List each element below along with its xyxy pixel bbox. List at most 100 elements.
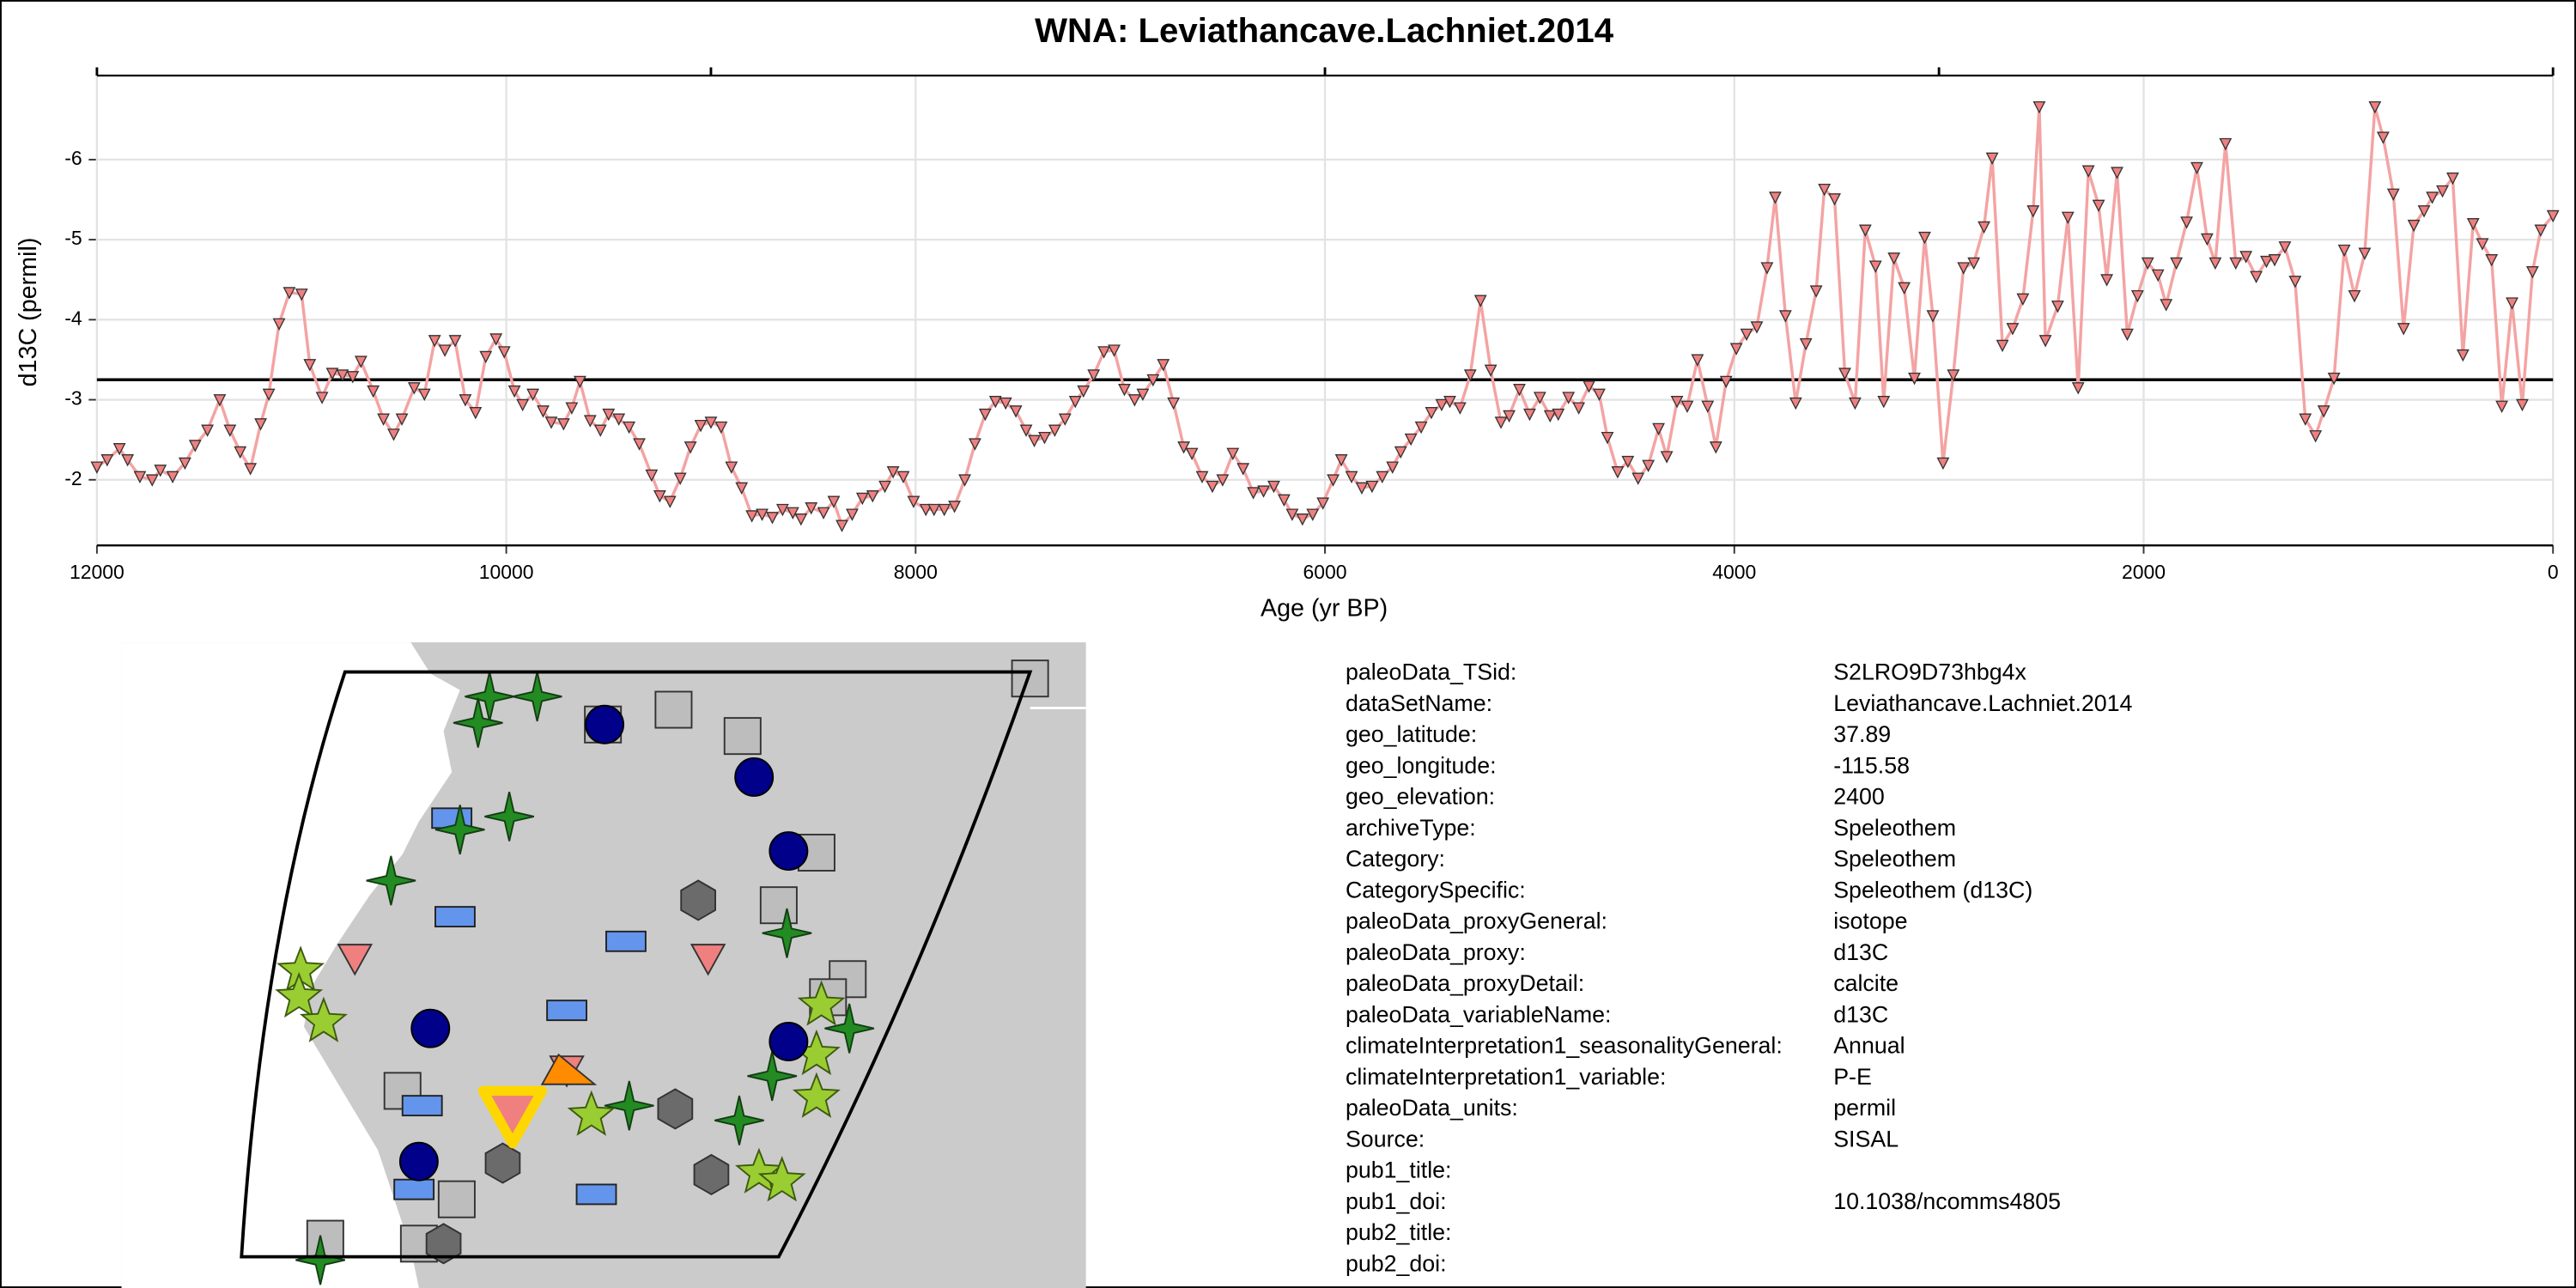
data-point	[2219, 137, 2233, 151]
data-point	[244, 463, 258, 476]
data-point	[2534, 224, 2548, 237]
data-point	[1601, 431, 1614, 445]
data-point	[1443, 396, 1456, 409]
data-point	[1296, 513, 1309, 526]
data-point	[794, 513, 808, 526]
data-point	[2386, 188, 2400, 201]
meta-label: pub1_doi:	[1346, 1188, 1447, 1214]
data-point	[1887, 252, 1901, 265]
meta-label: archiveType:	[1346, 815, 1476, 841]
data-point	[1660, 451, 1674, 464]
data-point	[988, 396, 1002, 409]
data-point	[272, 318, 286, 331]
map-frame	[240, 670, 1033, 1259]
data-point	[1593, 388, 1606, 401]
data-point	[1494, 416, 1508, 429]
site-circle	[398, 1141, 439, 1182]
data-point	[346, 371, 360, 384]
data-point	[1195, 471, 1209, 484]
data-point	[2476, 238, 2489, 251]
data-point	[516, 398, 530, 412]
data-point	[234, 446, 247, 459]
site-rectangle	[546, 999, 587, 1022]
y-tick-label: -3	[64, 387, 82, 410]
data-point	[507, 385, 521, 398]
site-square	[759, 886, 798, 925]
meta-value: 37.89	[1833, 721, 1891, 747]
chart-title: WNA: Leviathancave.Lachniet.2014	[1035, 11, 1614, 50]
site-star5	[757, 1156, 806, 1202]
site-triangle	[690, 944, 726, 976]
y-tick-label: -2	[64, 467, 82, 489]
data-point	[1365, 480, 1379, 494]
site-square	[306, 1219, 344, 1258]
data-point	[602, 408, 616, 422]
site-rectangle	[575, 1183, 617, 1206]
data-point	[2426, 191, 2439, 204]
site-star5	[734, 1147, 783, 1194]
data-point	[1038, 431, 1051, 445]
site-circle	[410, 1008, 451, 1048]
data-point	[2130, 289, 2144, 303]
data-point	[1778, 310, 1792, 323]
meta-value: P-E	[1833, 1064, 1872, 1090]
meta-value: 2400	[1833, 784, 1885, 810]
meta-label: Category:	[1346, 846, 1445, 872]
data-point	[896, 471, 910, 484]
x-tick-label: 4000	[1712, 561, 1756, 583]
data-point	[1167, 397, 1181, 410]
site-rectangle	[434, 906, 476, 928]
meta-value: Speleothem	[1833, 815, 1956, 841]
data-point	[489, 333, 503, 346]
data-point	[1285, 508, 1299, 521]
x-tick-label: 2000	[2122, 561, 2166, 583]
data-point	[428, 335, 441, 348]
data-point	[1118, 384, 1131, 397]
meta-label: paleoData_variableName:	[1346, 1001, 1611, 1027]
meta-value: permil	[1833, 1095, 1896, 1121]
y-tick-label: -4	[64, 307, 82, 329]
meta-value: Annual	[1833, 1033, 1905, 1059]
meta-value: -115.58	[1833, 752, 1910, 778]
data-point	[2278, 241, 2292, 254]
site-square	[1011, 659, 1049, 698]
data-point	[786, 507, 799, 519]
data-point	[1740, 328, 1753, 342]
data-point	[1177, 441, 1190, 454]
data-point	[387, 428, 400, 441]
meta-label: paleoData_proxyGeneral:	[1346, 908, 1607, 934]
site-square	[654, 690, 693, 729]
data-point	[612, 413, 626, 426]
data-point	[2032, 100, 2046, 114]
data-point	[714, 421, 728, 434]
data-point	[1414, 421, 1428, 434]
data-point	[583, 415, 597, 428]
data-point	[2111, 167, 2123, 179]
meta-label: paleoData_units:	[1346, 1095, 1518, 1121]
data-point	[1453, 402, 1467, 415]
data-point	[2268, 254, 2281, 267]
data-point	[827, 495, 841, 508]
site-circle	[734, 757, 775, 797]
data-point	[1709, 441, 1722, 454]
data-point	[653, 489, 666, 503]
meta-label: climateInterpretation1_variable:	[1346, 1064, 1666, 1090]
data-point	[2516, 398, 2529, 412]
data-point	[805, 501, 818, 515]
site-hexagon	[680, 879, 716, 921]
data-point	[1009, 405, 1023, 418]
data-point	[574, 375, 586, 389]
data-point	[448, 335, 462, 348]
meta-value: SISAL	[1833, 1126, 1899, 1151]
data-point	[2208, 257, 2222, 270]
x-axis-label: Age (yr BP)	[1261, 594, 1388, 622]
data-point	[1760, 262, 1774, 275]
data-point	[1484, 364, 1498, 378]
site-hexagon	[425, 1223, 462, 1265]
data-point	[377, 413, 391, 426]
meta-value: Speleothem (d13C)	[1833, 877, 2032, 902]
meta-label: pub2_doi:	[1346, 1250, 1447, 1276]
data-point	[1552, 408, 1565, 422]
data-point	[1750, 321, 1764, 334]
data-point	[673, 472, 687, 485]
